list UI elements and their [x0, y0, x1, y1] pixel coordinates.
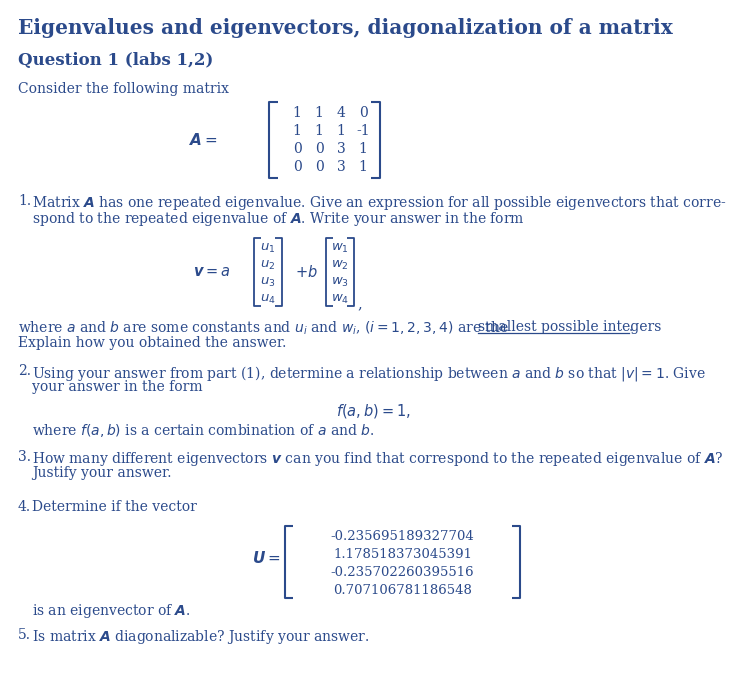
Text: -0.235695189327704: -0.235695189327704 [330, 530, 474, 543]
Text: where $a$ and $b$ are some constants and $u_i$ and $w_i$, $(i=1,2,3,4)$ are the: where $a$ and $b$ are some constants and… [18, 320, 510, 338]
Text: $\boldsymbol{A}=$: $\boldsymbol{A}=$ [189, 132, 218, 148]
Text: 1.178518373045391: 1.178518373045391 [333, 547, 472, 560]
Text: $\boldsymbol{v}=a$: $\boldsymbol{v}=a$ [192, 265, 230, 279]
Text: 1: 1 [336, 124, 345, 138]
Text: $w_2$: $w_2$ [331, 259, 349, 272]
Text: your answer in the form: your answer in the form [32, 380, 203, 394]
Text: Is matrix $\boldsymbol{A}$ diagonalizable? Justify your answer.: Is matrix $\boldsymbol{A}$ diagonalizabl… [32, 628, 369, 646]
Text: 1: 1 [315, 124, 324, 138]
Text: $u_2$: $u_2$ [260, 259, 276, 272]
Text: 1: 1 [359, 142, 368, 156]
Text: 5.: 5. [18, 628, 31, 642]
Text: 1.: 1. [18, 194, 31, 208]
Text: 3: 3 [336, 160, 345, 174]
Text: Matrix $\boldsymbol{A}$ has one repeated eigenvalue. Give an expression for all : Matrix $\boldsymbol{A}$ has one repeated… [32, 194, 727, 212]
Text: 3: 3 [336, 142, 345, 156]
Text: 1: 1 [315, 106, 324, 120]
Text: $w_4$: $w_4$ [331, 292, 349, 305]
Text: ,: , [357, 297, 362, 311]
Text: $u_4$: $u_4$ [260, 292, 276, 305]
Text: 0: 0 [315, 160, 323, 174]
Text: -0.235702260395516: -0.235702260395516 [330, 565, 474, 578]
Text: 0: 0 [292, 142, 301, 156]
Text: $\boldsymbol{U}=$: $\boldsymbol{U}=$ [251, 550, 280, 566]
Text: smallest possible integers: smallest possible integers [478, 320, 662, 334]
Text: 1: 1 [359, 160, 368, 174]
Text: Justify your answer.: Justify your answer. [32, 466, 172, 480]
Text: spond to the repeated eigenvalue of $\boldsymbol{A}$. Write your answer in the f: spond to the repeated eigenvalue of $\bo… [32, 210, 524, 228]
Text: 4.: 4. [18, 500, 31, 514]
Text: Eigenvalues and eigenvectors, diagonalization of a matrix: Eigenvalues and eigenvectors, diagonaliz… [18, 18, 673, 38]
Text: -1: -1 [356, 124, 370, 138]
Text: $f(a,b)=1,$: $f(a,b)=1,$ [336, 402, 410, 420]
Text: Consider the following matrix: Consider the following matrix [18, 82, 229, 96]
Text: $u_3$: $u_3$ [260, 276, 276, 289]
Text: .: . [629, 320, 633, 334]
Text: 3.: 3. [18, 450, 31, 464]
Text: is an eigenvector of $\boldsymbol{A}$.: is an eigenvector of $\boldsymbol{A}$. [32, 602, 191, 620]
Text: 4: 4 [336, 106, 345, 120]
Text: 0: 0 [315, 142, 323, 156]
Text: How many different eigenvectors $\boldsymbol{v}$ can you find that correspond to: How many different eigenvectors $\boldsy… [32, 450, 724, 468]
Text: 1: 1 [292, 124, 301, 138]
Text: Explain how you obtained the answer.: Explain how you obtained the answer. [18, 336, 286, 350]
Text: Using your answer from part (1), determine a relationship between $a$ and $b$ so: Using your answer from part (1), determi… [32, 364, 706, 383]
Text: 0.707106781186548: 0.707106781186548 [333, 584, 472, 597]
Text: 0: 0 [292, 160, 301, 174]
Text: 2.: 2. [18, 364, 31, 378]
Text: $w_3$: $w_3$ [331, 276, 349, 289]
Text: where $f(a,b)$ is a certain combination of $a$ and $b$.: where $f(a,b)$ is a certain combination … [32, 422, 374, 439]
Text: 1: 1 [292, 106, 301, 120]
Text: Determine if the vector: Determine if the vector [32, 500, 197, 514]
Text: $w_1$: $w_1$ [331, 241, 349, 255]
Text: $+b$: $+b$ [295, 264, 318, 280]
Text: Question 1 (labs 1,2): Question 1 (labs 1,2) [18, 52, 213, 69]
Text: 0: 0 [359, 106, 367, 120]
Text: $u_1$: $u_1$ [260, 241, 276, 255]
